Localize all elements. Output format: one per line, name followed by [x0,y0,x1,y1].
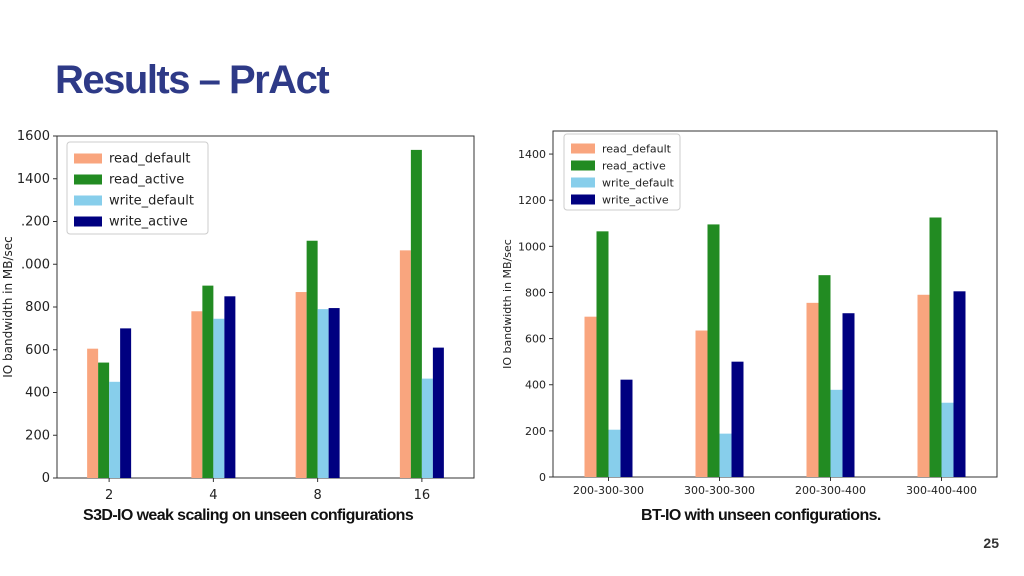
slide-title: Results – PrAct [55,58,330,102]
x-tick-label: 200-300-400 [795,484,866,497]
bar-read_default [584,316,597,477]
bar-read_active [202,285,214,478]
page-number: 25 [983,535,999,551]
y-tick-label: 800 [525,286,546,299]
y-tick-label: .000 [21,257,50,272]
x-tick-label: 16 [414,488,431,503]
legend-swatch-read_default [571,143,595,154]
y-tick-label: 0 [539,471,546,484]
legend-swatch-write_default [74,195,102,206]
bar-write_active [842,313,855,477]
y-tick-label: 800 [25,300,50,315]
legend-swatch-write_active [571,194,595,205]
bar-write_active [432,347,444,478]
bar-read_active [929,217,942,477]
bar-write_default [213,318,225,478]
y-tick-label: 0 [42,471,50,486]
bar-read_active [306,240,318,478]
bar-write_default [830,389,843,477]
s3d-io-chart: 0 200 400 600 800 .000 .200 1400 1600 IO bandwidt… [1,129,475,503]
bar-read_default [917,294,930,477]
bar-read_default [191,311,203,478]
y-tick-label: 400 [25,386,50,401]
x-tick-label: 2 [105,488,113,503]
bar-write_active [224,296,236,478]
y-axis-label: IO bandwidth in MB/sec [501,239,514,369]
legend-swatch-read_active [74,174,102,185]
y-tick-label: .200 [21,215,50,230]
legend-swatch-write_active [74,216,102,227]
bar-read_default [295,292,307,478]
bar-write_default [317,309,329,478]
legend-swatch-write_default [571,177,595,188]
bt-io-chart: 0 200 400 600 800 1000 1200 1400 IO bandwidth in… [501,130,998,497]
bar-read_active [596,231,609,477]
bar-write_default [109,381,121,478]
y-tick-label: 600 [25,343,50,358]
bar-read_active [818,275,831,477]
x-tick-label: 4 [209,488,217,503]
bar-write_default [421,378,433,478]
legend-label-read_default: read_default [109,152,191,167]
y-tick-label: 200 [25,428,50,443]
bar-write_active [120,328,132,478]
bar-read_default [399,250,411,478]
legend-label-write_active: write_active [109,215,188,230]
bt-io-chart-caption: BT-IO with unseen configurations. [641,507,881,524]
bar-write_active [731,361,744,477]
bar-write_active [328,308,340,478]
y-tick-label: 1600 [17,129,50,144]
y-tick-label: 1200 [518,194,546,207]
bar-read_default [695,330,708,477]
bar-read_active [98,362,110,478]
bar-read_default [806,302,819,477]
y-tick-label: 400 [525,379,546,392]
bar-write_default [608,429,621,477]
legend-label-write_active: write_active [602,194,669,207]
y-tick-label: 600 [525,333,546,346]
legend-label-write_default: write_default [602,177,675,190]
legend-swatch-read_default [74,153,102,164]
legend-box [66,141,209,235]
legend-label-write_default: write_default [109,194,194,209]
y-tick-label: 1000 [518,240,546,253]
bar-write_active [620,379,633,477]
legend-swatch-read_active [571,160,595,171]
x-tick-label: 300-400-400 [906,484,977,497]
legend-label-read_active: read_active [602,160,666,173]
plot-frame [552,130,998,478]
bar-read_default [87,348,99,478]
legend-label-read_default: read_default [602,143,672,156]
x-tick-label: 200-300-300 [573,484,644,497]
y-tick-label: 200 [525,425,546,438]
bar-write_active [953,291,966,477]
bar-read_active [410,149,422,479]
s3d-io-chart-caption: S3D-IO weak scaling on unseen configurat… [83,507,414,524]
y-axis-label: IO bandwidth in MB/sec [1,236,15,378]
legend-label-read_active: read_active [109,173,184,188]
y-tick-label: 1400 [518,148,546,161]
bar-read_active [707,224,720,477]
x-tick-label: 300-300-300 [684,484,755,497]
y-tick-label: 1400 [17,172,50,187]
bar-write_default [719,433,732,477]
bar-write_default [941,402,954,477]
x-tick-label: 8 [313,488,321,503]
